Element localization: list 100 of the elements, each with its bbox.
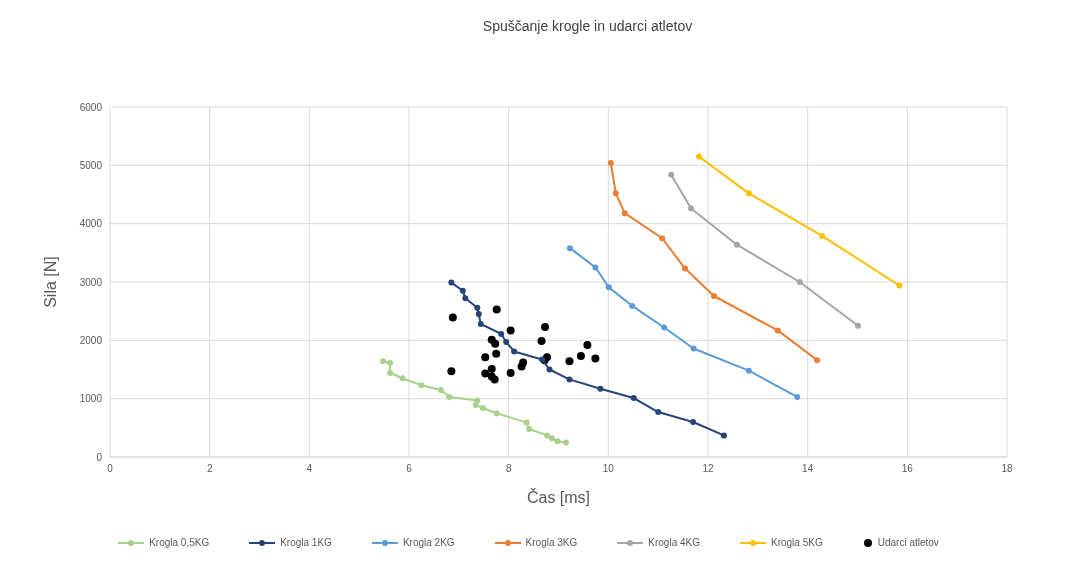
point	[661, 324, 668, 331]
x-tick-label: 2	[206, 463, 213, 475]
point	[526, 426, 533, 432]
x-tick-label: 0	[107, 463, 114, 475]
point	[387, 370, 394, 376]
point	[387, 360, 394, 367]
y-tick-label: 6000	[79, 101, 103, 113]
point	[710, 293, 717, 299]
point	[605, 284, 612, 291]
legend-label: Krogla 5KG	[770, 537, 823, 548]
point	[696, 153, 703, 160]
point	[720, 432, 727, 439]
x-tick-label: 10	[602, 463, 615, 475]
point	[655, 409, 662, 416]
point	[688, 205, 695, 212]
point	[399, 375, 406, 382]
y-tick-label: 4000	[79, 218, 103, 230]
point	[481, 353, 490, 362]
point	[517, 362, 526, 371]
legend-label: Krogla 4KG	[647, 537, 700, 548]
x-tick-label: 12	[702, 463, 714, 475]
point	[621, 210, 628, 217]
point	[380, 358, 387, 365]
point	[591, 354, 600, 363]
point	[682, 265, 689, 272]
point	[437, 386, 444, 393]
legend-label: Krogla 3KG	[524, 537, 578, 548]
point	[479, 405, 486, 411]
point	[472, 402, 479, 409]
point	[506, 326, 515, 335]
point	[612, 190, 619, 197]
point	[492, 305, 501, 314]
point	[418, 382, 425, 389]
y-tick-label: 1000	[79, 393, 103, 405]
point	[549, 435, 556, 442]
point	[492, 349, 501, 358]
point	[819, 232, 826, 239]
point	[447, 367, 456, 376]
point	[630, 395, 637, 402]
y-tick-label: 5000	[79, 159, 103, 171]
point	[541, 322, 550, 331]
x-tick-label: 6	[406, 463, 413, 475]
point	[796, 279, 803, 285]
point	[448, 313, 457, 322]
point	[511, 348, 518, 355]
point	[546, 366, 553, 373]
x-tick-label: 14	[802, 463, 814, 475]
point	[506, 369, 515, 377]
point	[562, 439, 569, 446]
point	[498, 330, 505, 337]
point	[896, 282, 903, 289]
point	[446, 393, 453, 400]
point	[566, 245, 573, 252]
point	[607, 160, 614, 166]
point	[481, 369, 490, 378]
y-tick-label: 2000	[79, 334, 103, 346]
point	[794, 393, 801, 400]
legend-label: Krogla 0,5KG	[148, 537, 210, 548]
point	[477, 321, 484, 327]
x-tick-label: 8	[505, 463, 512, 475]
chart-title: Spuščanje krogle in udarci atletov	[481, 18, 694, 34]
point	[537, 336, 546, 345]
point	[523, 419, 530, 426]
point	[774, 327, 781, 334]
point	[659, 235, 666, 242]
point	[566, 376, 573, 383]
point	[503, 339, 510, 346]
point	[474, 397, 481, 404]
y-tick-label: 0	[96, 451, 103, 463]
point	[554, 438, 561, 445]
legend-label: Krogla 2KG	[401, 537, 455, 548]
point	[814, 357, 821, 364]
point	[745, 190, 752, 197]
point	[462, 295, 469, 302]
point	[855, 322, 861, 329]
point	[474, 304, 481, 311]
point	[487, 364, 496, 373]
point	[493, 410, 500, 417]
point	[733, 241, 740, 248]
point	[544, 432, 551, 439]
point	[690, 419, 697, 425]
point	[597, 385, 604, 392]
point	[629, 302, 636, 309]
point	[475, 311, 482, 318]
point	[668, 171, 675, 178]
point	[576, 352, 585, 361]
point	[448, 279, 455, 286]
x-tick-label: 16	[901, 463, 914, 475]
point	[592, 264, 599, 271]
point	[690, 345, 697, 352]
point	[565, 357, 574, 366]
y-axis-title: Sila [N]	[41, 256, 59, 308]
x-tick-label: 4	[306, 463, 313, 475]
point	[459, 287, 466, 294]
x-axis-title: Čas [ms]	[526, 488, 591, 506]
legend-label: Krogla 1KG	[279, 537, 332, 548]
point	[491, 339, 500, 348]
point	[745, 367, 752, 374]
legend-label: Udarci atletov	[876, 537, 939, 548]
y-tick-label: 3000	[79, 276, 103, 288]
